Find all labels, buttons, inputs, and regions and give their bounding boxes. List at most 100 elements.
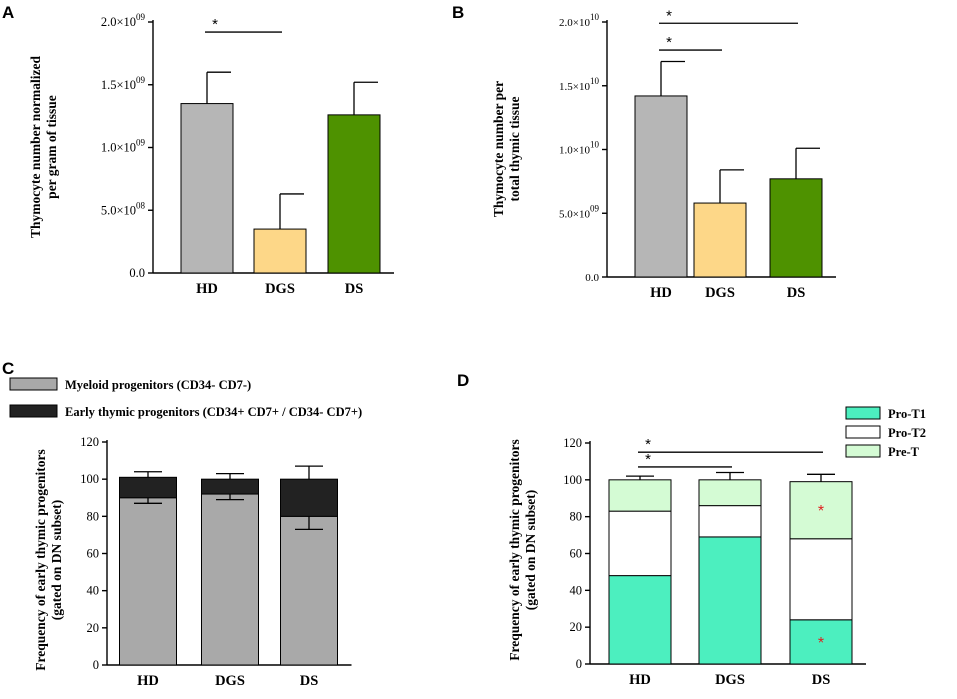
y-tick-exponent: 10 xyxy=(590,12,600,22)
y-tick-label: 60 xyxy=(570,547,583,561)
x-tick-label: DS xyxy=(300,673,319,689)
significance-star: * xyxy=(666,7,672,24)
x-tick-label: HD xyxy=(196,281,218,297)
y-tick-label: 100 xyxy=(563,473,582,487)
y-tick-label: 80 xyxy=(570,510,583,524)
panel-label-d: D xyxy=(457,371,469,390)
significance-star: * xyxy=(645,436,651,453)
y-tick-base: 2.0×10 xyxy=(101,15,136,29)
stack-segment-hd-2 xyxy=(608,510,672,577)
y-axis-label-line: Thymocyte number per xyxy=(491,81,506,217)
stack-segment-hd-3 xyxy=(608,479,672,512)
stack-segment-ds-2 xyxy=(280,478,338,517)
chart-panel-c: Frequency of early thymic progenitors(ga… xyxy=(9,377,362,689)
legend-label: Pro-T2 xyxy=(888,426,926,440)
y-tick-label: 5.0×1008 xyxy=(101,200,146,217)
y-tick-base: 5.0×10 xyxy=(559,208,590,220)
y-tick-label: 0.0 xyxy=(585,272,599,284)
x-tick-label: DGS xyxy=(705,285,735,301)
y-tick-base: 1.0×10 xyxy=(101,141,136,155)
chart-panel-a: Thymocyte number normalizedper gram of t… xyxy=(28,12,394,297)
y-tick-exponent: 10 xyxy=(590,140,600,150)
y-tick-exponent: 10 xyxy=(590,76,600,86)
y-tick-label: 120 xyxy=(563,436,582,450)
y-tick-label: 2.0×1010 xyxy=(559,12,599,29)
chart-panels: Thymocyte number normalizedper gram of t… xyxy=(9,7,926,689)
x-tick-label: DGS xyxy=(715,672,745,688)
stack-segment-ds-1 xyxy=(789,619,853,665)
y-tick-label: 20 xyxy=(570,620,583,634)
y-tick-label: 1.5×1009 xyxy=(101,75,146,92)
y-axis-label: Thymocyte number pertotal thymic tissue xyxy=(491,81,522,217)
x-tick-label: DS xyxy=(787,285,806,301)
legend-label: Pre-T xyxy=(888,445,920,459)
x-tick-label: DGS xyxy=(265,281,295,297)
stack-segment-dgs-3 xyxy=(698,479,762,507)
chart-panel-b: Thymocyte number pertotal thymic tissue 0… xyxy=(491,7,836,301)
stack-segment-hd-1 xyxy=(119,497,177,666)
y-tick-label: 0.0 xyxy=(129,266,145,280)
bar-dgs xyxy=(253,228,307,274)
y-tick-label: 1.0×1009 xyxy=(101,138,146,155)
stack-segment-ds-2 xyxy=(789,538,853,621)
y-tick-label: 100 xyxy=(80,472,99,486)
y-tick-exponent: 09 xyxy=(136,75,146,85)
bar-hd xyxy=(180,103,234,274)
y-tick-label: 0 xyxy=(93,658,99,672)
y-tick-exponent: 08 xyxy=(136,200,146,210)
legend-label: Myeloid progenitors (CD34- CD7-) xyxy=(65,378,251,392)
legend-swatch xyxy=(9,377,58,391)
significance-star: * xyxy=(645,451,651,468)
x-tick-label: HD xyxy=(137,673,159,689)
panel-label-b: B xyxy=(452,3,464,22)
legend-swatch xyxy=(845,444,881,458)
y-axis-label-line: (gated on DN subset) xyxy=(523,490,538,610)
y-tick-exponent: 09 xyxy=(590,203,600,213)
x-tick-label: DS xyxy=(345,281,364,297)
y-axis-label: Thymocyte number normalizedper gram of t… xyxy=(28,56,59,238)
y-tick-label: 2.0×1009 xyxy=(101,12,146,29)
legend-swatch xyxy=(845,406,881,420)
stack-segment-dgs-1 xyxy=(698,536,762,665)
y-tick-label: 1.0×1010 xyxy=(559,140,599,157)
stack-segment-dgs-1 xyxy=(201,493,259,666)
y-tick-label: 80 xyxy=(87,509,100,523)
x-tick-label: DGS xyxy=(215,673,245,689)
significance-star: * xyxy=(666,34,672,51)
legend-label: Pro-T1 xyxy=(888,407,926,421)
bar-ds xyxy=(327,114,381,274)
significance-star: * xyxy=(212,16,218,33)
stack-segment-ds-3 xyxy=(789,481,853,540)
y-tick-label: 120 xyxy=(80,435,99,449)
y-axis-label-line: total thymic tissue xyxy=(507,97,522,202)
y-tick-base: 5.0×10 xyxy=(101,203,136,217)
x-tick-label: DS xyxy=(812,672,831,688)
chart-panel-d: Frequency of early thymic progenitors(ga… xyxy=(507,406,926,688)
significance-marker: * xyxy=(818,635,824,652)
y-axis-label-line: Thymocyte number normalized xyxy=(28,56,43,238)
y-tick-label: 0 xyxy=(576,657,582,671)
y-tick-base: 2.0×10 xyxy=(559,17,590,29)
y-tick-base: 1.5×10 xyxy=(101,78,136,92)
y-tick-label: 1.5×1010 xyxy=(559,76,599,93)
stack-segment-dgs-2 xyxy=(201,478,259,495)
panel-label-a: A xyxy=(2,3,14,22)
y-tick-label: 60 xyxy=(87,547,100,561)
y-tick-exponent: 09 xyxy=(136,138,146,148)
legend-swatch xyxy=(9,404,58,418)
y-axis-label-line: Frequency of early thymic progenitors xyxy=(507,439,522,660)
y-axis-label: Frequency of early thymic progenitors(ga… xyxy=(33,449,64,670)
y-tick-exponent: 09 xyxy=(136,12,146,22)
legend-label: Early thymic progenitors (CD34+ CD7+ / C… xyxy=(65,405,362,419)
x-tick-label: HD xyxy=(650,285,672,301)
stack-segment-dgs-2 xyxy=(698,505,762,538)
y-axis-label: Frequency of early thymic progenitors(ga… xyxy=(507,439,538,660)
stack-segment-hd-2 xyxy=(119,476,177,499)
x-tick-label: HD xyxy=(629,672,651,688)
y-tick-base: 1.5×10 xyxy=(559,81,590,93)
bar-dgs xyxy=(693,202,747,278)
y-tick-base: 1.0×10 xyxy=(559,145,590,157)
panel-label-c: C xyxy=(2,359,14,378)
y-tick-label: 40 xyxy=(570,583,583,597)
